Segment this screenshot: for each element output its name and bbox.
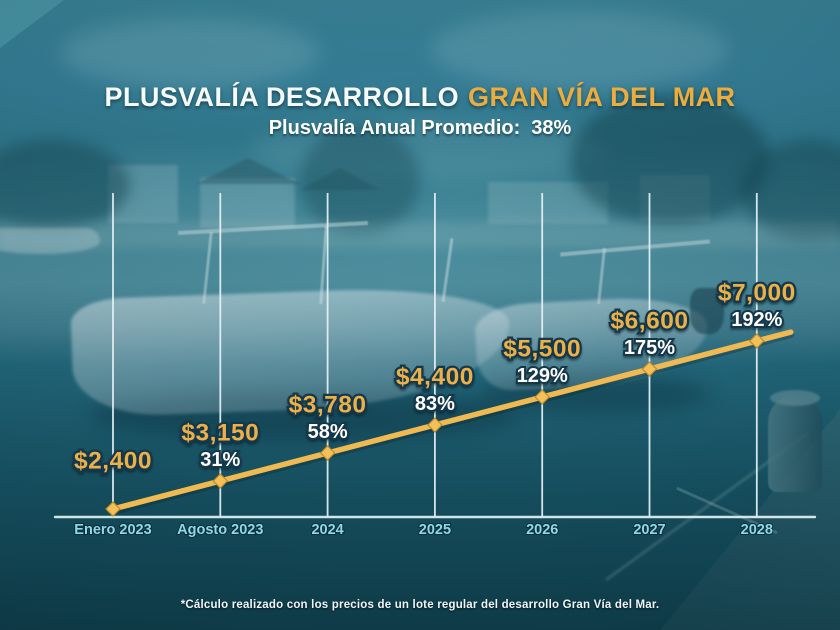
data-point-marker	[748, 333, 765, 349]
x-axis-label: 2028	[741, 522, 773, 538]
palapa-roof-shape	[300, 168, 380, 190]
price-label: $2,400	[74, 448, 152, 475]
palm-silhouette	[0, 140, 130, 230]
shoreline-shape	[0, 222, 840, 248]
pct-label: 129%	[517, 365, 568, 387]
x-axis-label: 2024	[311, 522, 343, 538]
data-point-marker	[641, 361, 658, 377]
pct-label: 58%	[308, 421, 348, 443]
x-axis-label: Agosto 2023	[177, 522, 263, 538]
title-part-gold: GRAN VÍA DEL MAR	[468, 82, 736, 112]
subtitle-value: 38%	[531, 117, 572, 139]
x-axis-label: 2026	[526, 522, 558, 538]
cloud-shape	[250, 120, 610, 180]
page-title: PLUSVALÍA DESARROLLO GRAN VÍA DEL MAR	[0, 82, 840, 112]
price-label: $3,780	[289, 392, 367, 419]
palapa-roof-shape	[196, 158, 300, 184]
subtitle-label: Plusvalía Anual Promedio:	[268, 117, 521, 139]
title-part-white: PLUSVALÍA DESARROLLO	[104, 82, 460, 112]
x-axis-label: 2025	[419, 522, 451, 538]
palm-silhouette	[300, 125, 420, 235]
outboard-motor-shape	[690, 288, 724, 334]
cloud-shape	[430, 10, 730, 90]
price-label: $3,150	[181, 420, 259, 447]
pct-label: 31%	[200, 449, 240, 471]
boat-hull-shape	[0, 228, 100, 254]
mooring-bollard-shape	[768, 396, 822, 492]
price-label: $5,500	[503, 336, 581, 363]
data-point-marker	[319, 445, 336, 461]
corner-triangle-accent	[0, 0, 64, 48]
price-label: $4,400	[396, 364, 474, 391]
price-label: $6,600	[611, 308, 689, 335]
x-axis-label: Enero 2023	[74, 522, 151, 538]
mooring-bollard-cap	[770, 390, 820, 406]
data-point-marker	[534, 389, 551, 405]
data-point-marker	[427, 417, 443, 433]
data-point-marker	[105, 501, 121, 517]
beach-building-shape	[200, 178, 295, 228]
cloud-shape	[60, 18, 320, 88]
data-point-marker	[212, 473, 229, 489]
header: PLUSVALÍA DESARROLLO GRAN VÍA DEL MAR Plu…	[0, 82, 840, 140]
x-axis-label: 2027	[633, 522, 665, 538]
subtitle: Plusvalía Anual Promedio: 38%	[0, 116, 840, 140]
pct-label: 83%	[415, 393, 455, 415]
price-label: $7,000	[718, 280, 796, 307]
pct-label: 175%	[624, 337, 675, 359]
footnote: *Cálculo realizado con los precios de un…	[180, 598, 660, 611]
palm-silhouette	[570, 95, 770, 225]
pct-label: 192%	[731, 309, 782, 331]
